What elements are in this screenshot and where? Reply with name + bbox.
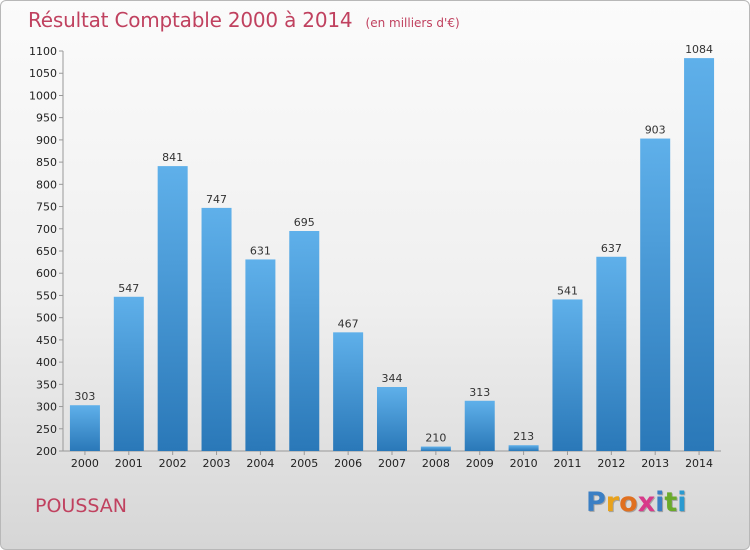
bar [596, 256, 627, 451]
x-tick-label: 2014 [685, 457, 713, 470]
bar [640, 138, 671, 452]
bars-layer [69, 58, 715, 452]
value-label: 344 [382, 372, 403, 385]
value-label: 747 [206, 193, 227, 206]
commune-name: POUSSAN [35, 495, 128, 517]
value-label: 547 [118, 282, 139, 295]
logo-letter: o [619, 487, 638, 518]
logo-letter: i [677, 487, 687, 518]
value-label: 695 [294, 216, 315, 229]
y-tick-label: 550 [36, 289, 57, 302]
bar [113, 296, 144, 451]
value-label: 303 [74, 390, 95, 403]
x-tick-label: 2008 [422, 457, 450, 470]
bar [69, 405, 100, 451]
x-tick-label: 2010 [510, 457, 538, 470]
x-tick-label: 2005 [290, 457, 318, 470]
bar [245, 259, 276, 451]
y-tick-label: 300 [36, 401, 57, 414]
value-label: 210 [425, 432, 446, 445]
x-tick-label: 2003 [203, 457, 231, 470]
x-tick-label: 2004 [246, 457, 274, 470]
x-tick-label: 2013 [641, 457, 669, 470]
bar [377, 387, 407, 451]
bar [333, 332, 364, 451]
y-tick-label: 800 [36, 178, 57, 191]
y-tick-label: 700 [36, 223, 57, 236]
y-tick-label: 500 [36, 312, 57, 325]
y-tick-label: 1050 [29, 67, 57, 80]
logo-letter: t [664, 487, 678, 518]
y-tick-label: 750 [36, 201, 57, 214]
y-tick-label: 200 [36, 445, 57, 458]
x-tick-label: 2012 [597, 457, 625, 470]
bar [508, 445, 539, 451]
value-label: 541 [557, 284, 578, 297]
value-label: 841 [162, 151, 183, 164]
value-label: 1084 [685, 43, 713, 56]
proxiti-logo: Proxiti [586, 487, 687, 518]
value-label: 903 [645, 124, 666, 137]
x-tick-label: 2000 [71, 457, 99, 470]
value-label: 313 [469, 386, 490, 399]
title-row: Résultat Comptable 2000 à 2014 (en milli… [28, 8, 460, 32]
value-label: 213 [513, 430, 534, 443]
y-tick-label: 950 [36, 112, 57, 125]
bar [464, 400, 495, 451]
y-tick-label: 350 [36, 378, 57, 391]
y-tick-label: 450 [36, 334, 57, 347]
logo-letter: r [605, 487, 620, 518]
y-tick-label: 900 [36, 134, 57, 147]
bar [157, 166, 188, 451]
y-tick-label: 650 [36, 245, 57, 258]
bar [420, 446, 451, 451]
axes-layer: 200 250 300 350 400 450 500 550 600 650 700 750 800 8… [29, 45, 721, 458]
x-tick-label: 2006 [334, 457, 362, 470]
x-tick-label: 2011 [553, 457, 581, 470]
x-tick-label: 2002 [159, 457, 187, 470]
bar [289, 231, 320, 451]
x-tick-label: 2001 [115, 457, 143, 470]
logo-letter: P [586, 487, 606, 518]
chart-subtitle: (en milliers d'€) [365, 16, 460, 30]
chart-title: Résultat Comptable 2000 à 2014 [28, 8, 353, 32]
labels-layer: 303 2000 547 2001 841 2002 747 2003 631 2004 695 20… [71, 43, 713, 470]
y-tick-label: 1000 [29, 89, 57, 102]
bar [684, 58, 715, 451]
y-tick-label: 850 [36, 156, 57, 169]
y-tick-label: 400 [36, 356, 57, 369]
y-tick-label: 1100 [29, 45, 57, 58]
logo-letter: i [655, 487, 665, 518]
x-tick-label: 2009 [466, 457, 494, 470]
y-tick-label: 250 [36, 423, 57, 436]
y-tick-label: 600 [36, 267, 57, 280]
bar [201, 207, 232, 451]
value-label: 631 [250, 244, 271, 257]
bar [552, 299, 583, 451]
value-label: 467 [338, 317, 359, 330]
value-label: 637 [601, 242, 622, 255]
x-tick-label: 2007 [378, 457, 406, 470]
logo-letter: x [637, 487, 656, 518]
